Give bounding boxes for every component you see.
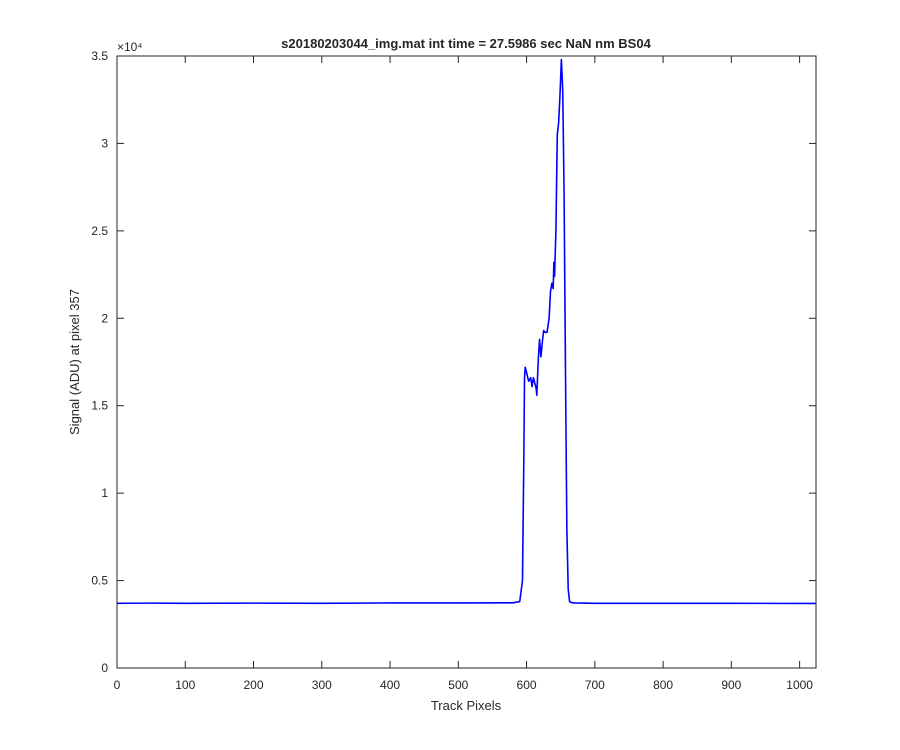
x-tick-label: 800 xyxy=(653,678,673,692)
plot-area xyxy=(116,55,817,669)
plot-content xyxy=(117,58,816,605)
x-tick-label: 1000 xyxy=(786,678,813,692)
x-tick-label: 500 xyxy=(448,678,468,692)
chart-title: s20180203044_img.mat int time = 27.5986 … xyxy=(281,36,651,51)
x-tick-label: 600 xyxy=(517,678,537,692)
x-tick-label: 0 xyxy=(114,678,121,692)
x-tick-label: 300 xyxy=(312,678,332,692)
y-tick-label: 0.5 xyxy=(91,574,108,588)
axis-ticks: 0 100 200 300 400 500 600 700 800 900 1000 0 0.5 1 1.5… xyxy=(91,49,816,692)
y-tick-label: 2.5 xyxy=(91,224,108,238)
y-tick-label: 3.5 xyxy=(91,49,108,63)
series-line-0 xyxy=(117,58,816,605)
y-tick-label: 3 xyxy=(101,136,108,150)
y-exponent-label: ×10⁴ xyxy=(117,40,143,54)
y-tick-label: 2 xyxy=(101,311,108,325)
y-tick-label: 1.5 xyxy=(91,399,108,413)
x-tick-label: 700 xyxy=(585,678,605,692)
y-tick-label: 0 xyxy=(101,661,108,675)
x-tick-label: 400 xyxy=(380,678,400,692)
y-axis-label: Signal (ADU) at pixel 357 xyxy=(67,289,82,435)
y-tick-label: 1 xyxy=(101,486,108,500)
x-tick-label: 100 xyxy=(175,678,195,692)
x-tick-label: 200 xyxy=(244,678,264,692)
x-tick-label: 900 xyxy=(721,678,741,692)
x-axis-label: Track Pixels xyxy=(431,698,502,713)
